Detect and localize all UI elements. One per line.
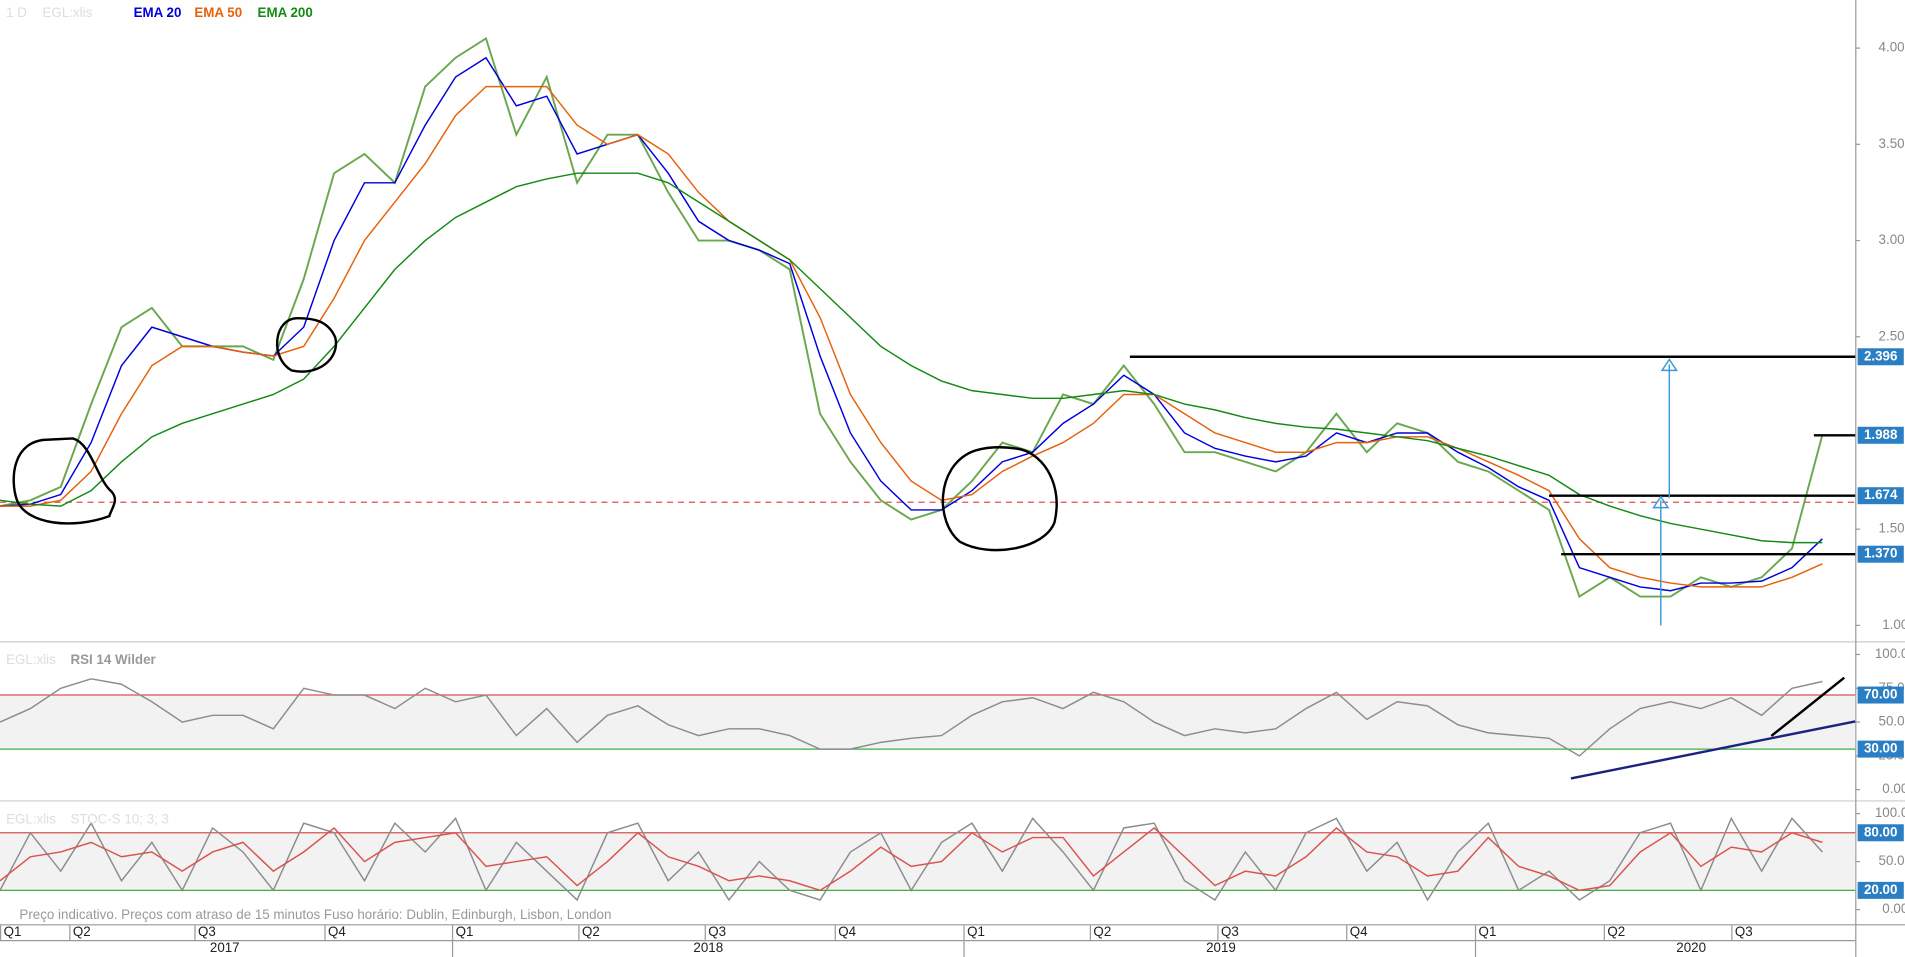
x-tick-label: Q1 — [4, 924, 22, 939]
x-tick-label: Q3 — [1735, 924, 1753, 939]
y-tick-label: 50.00 — [1879, 853, 1905, 868]
panel-title: STOC-S 10; 3; 3 — [70, 811, 169, 826]
legend-label: EMA 200 — [258, 5, 313, 20]
plots: 1.00 1.500 2.500 3.000 3.500 4.000 2.396 1.988 1… — [0, 36, 1905, 916]
band-label: 70.00 — [1864, 687, 1897, 702]
level-label-box — [1857, 426, 1904, 444]
hand-circle — [12, 437, 117, 525]
y-tick-label: 100.00 — [1875, 805, 1905, 820]
x-tick-label: Q4 — [328, 924, 346, 939]
series-line — [0, 56, 1823, 592]
interval: 1 D — [6, 5, 27, 20]
series-label: EGL:xlis — [6, 811, 56, 826]
x-tick-label: Q1 — [967, 924, 985, 939]
level-label: 1.674 — [1864, 487, 1898, 502]
legend-label: EMA 50 — [194, 5, 242, 20]
x-tick-label: Q2 — [1607, 924, 1625, 939]
series-line — [0, 826, 1823, 892]
x-tick-label: Q1 — [456, 924, 474, 939]
y-tick-label: 1.500 — [1879, 521, 1905, 536]
legend-label: EMA 20 — [134, 5, 182, 20]
band-label: 20.00 — [1864, 882, 1897, 897]
series-line — [0, 816, 1823, 902]
arrow-head — [1660, 358, 1678, 372]
legend-label: EGL:xlis — [43, 5, 93, 20]
level-label: 2.396 — [1864, 348, 1897, 363]
level-label-box — [1857, 545, 1904, 563]
footer-note: Preço indicativo. Preços com atraso de 1… — [19, 907, 611, 922]
year-label: 2017 — [210, 940, 240, 955]
trend-line — [1570, 720, 1856, 780]
band-label-box — [1857, 740, 1904, 758]
series-line — [0, 172, 1823, 544]
band-label-box — [1857, 824, 1904, 842]
level-label: 1.988 — [1864, 427, 1898, 442]
x-tick-label: Q3 — [708, 924, 726, 939]
level-label: 1.370 — [1864, 546, 1897, 561]
hand-circle — [941, 446, 1058, 552]
band-fill — [0, 695, 1856, 750]
y-tick-label: 0.00 — [1882, 901, 1905, 916]
y-tick-label: 100.00 — [1875, 646, 1905, 661]
y-tick-label: 0.00 — [1882, 781, 1905, 796]
y-tick-label: 4.000 — [1879, 40, 1905, 55]
labels: 1 D EGL:xlis RSI 14 Wilder EGL:xlis STOC… — [0, 5, 1753, 957]
band-label-box — [1857, 686, 1904, 704]
year-label: 2019 — [1206, 940, 1236, 955]
series-line — [0, 36, 1824, 599]
y-tick-label: 2.500 — [1879, 328, 1905, 343]
level-label-box — [1857, 487, 1904, 505]
series-line — [0, 85, 1823, 588]
band-label-box — [1857, 881, 1904, 899]
x-tick-label: Q4 — [1350, 924, 1368, 939]
series-line — [0, 678, 1823, 757]
panel-title: RSI 14 Wilder — [70, 652, 155, 667]
x-tick-label: Q4 — [838, 924, 856, 939]
y-tick-label: 1.00 — [1882, 617, 1905, 632]
x-tick-label: Q2 — [582, 924, 600, 939]
y-tick-label: 3.000 — [1879, 232, 1905, 247]
arrows — [1652, 358, 1678, 626]
annotations — [12, 316, 1856, 780]
y-tick-label: 50.00 — [1879, 714, 1905, 729]
band-label: 30.00 — [1864, 741, 1897, 756]
x-tick-label: Q2 — [73, 924, 91, 939]
year-label: 2020 — [1676, 940, 1706, 955]
x-tick-label: Q2 — [1093, 924, 1111, 939]
x-tick-label: Q3 — [198, 924, 216, 939]
band-label: 80.00 — [1864, 824, 1897, 839]
y-tick-label: 3.500 — [1879, 136, 1905, 151]
arrow-head — [1652, 495, 1670, 509]
trend-line — [1770, 676, 1846, 737]
x-tick-label: Q1 — [1479, 924, 1497, 939]
series-label: EGL:xlis — [6, 652, 56, 667]
x-tick-label: Q3 — [1221, 924, 1239, 939]
level-label-box — [1857, 348, 1904, 366]
band-fill — [0, 832, 1856, 891]
hand-circle — [276, 316, 338, 373]
year-label: 2018 — [693, 940, 723, 955]
